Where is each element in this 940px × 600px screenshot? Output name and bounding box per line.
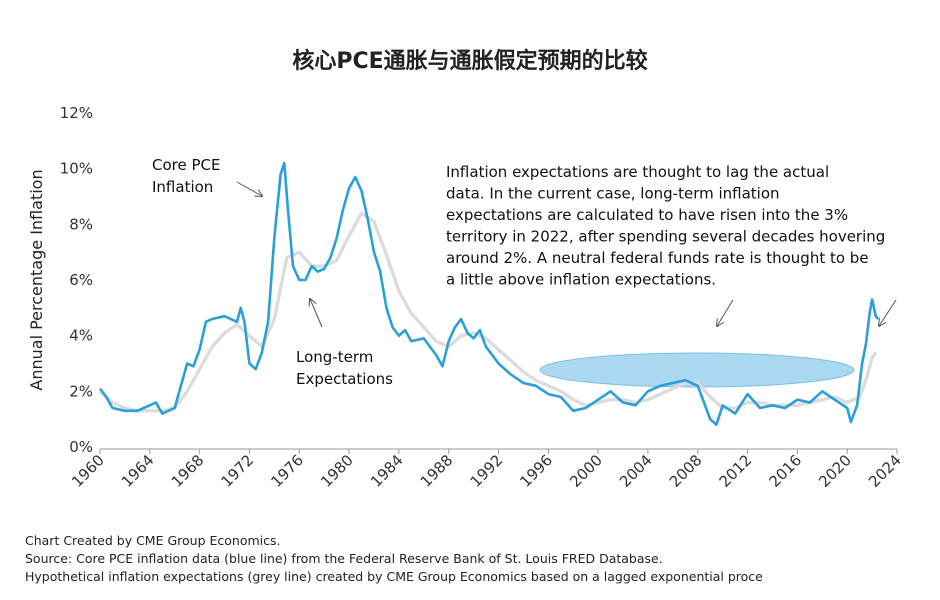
footer: Hypothetical inflation expectations (gre…	[25, 569, 763, 584]
annotation: data. In the current case, long-term inf…	[446, 185, 780, 203]
annotation: Core PCE	[152, 156, 220, 174]
annotation: Inflation expectations are thought to la…	[446, 163, 829, 181]
x-tick-label: 2000	[566, 451, 606, 491]
y-tick-label: 10%	[60, 160, 93, 178]
x-tick-label: 1996	[516, 451, 556, 491]
x-tick-label: 2012	[716, 451, 756, 491]
x-tick-label: 2024	[865, 451, 905, 491]
y-tick-label: 0%	[69, 438, 93, 456]
y-tick-label: 12%	[60, 104, 93, 122]
x-tick-label: 1964	[118, 451, 158, 491]
arrow	[879, 299, 897, 326]
y-axis-label: Annual Percentage Inflation	[27, 169, 46, 390]
arrow	[310, 299, 323, 328]
x-tick-label: 1980	[317, 451, 357, 491]
x-tick-label: 2008	[666, 451, 706, 491]
x-tick-label: 1976	[267, 451, 307, 491]
chart-title: 核心PCE通胀与通胀假定预期的比较	[292, 48, 647, 74]
annotation: Inflation	[152, 178, 213, 196]
footer: Source: Core PCE inflation data (blue li…	[25, 551, 663, 566]
x-tick-label: 1992	[467, 451, 507, 491]
y-tick-label: 8%	[69, 215, 93, 233]
annotation: a little above inflation expectations.	[446, 271, 716, 289]
x-tick-label: 2020	[815, 451, 855, 491]
x-tick-label: 2004	[616, 451, 656, 491]
x-tick-label: 1972	[218, 451, 258, 491]
annotation: around 2%. A neutral federal funds rate …	[446, 249, 869, 267]
x-tick-label: 1968	[168, 451, 208, 491]
arrow	[236, 181, 262, 196]
annotation: Long-term	[296, 348, 373, 366]
y-tick-label: 4%	[69, 327, 93, 345]
x-tick-label: 2016	[765, 451, 805, 491]
footer: Chart Created by CME Group Economics.	[25, 533, 280, 548]
series-line	[98, 211, 878, 413]
annotation: expectations are calculated to have rise…	[446, 206, 848, 224]
annotations: Core PCE Inflation Long-term Expectations In…	[152, 156, 885, 388]
y-tick-label: 6%	[69, 271, 93, 289]
x-tick-label: 1988	[417, 451, 457, 491]
annotation: territory in 2022, after spending severa…	[446, 228, 885, 246]
x-tick-label: 1984	[367, 451, 407, 491]
annotation: Expectations	[296, 370, 393, 388]
arrow	[717, 299, 734, 326]
series-line	[98, 161, 880, 426]
y-tick-label: 2%	[69, 382, 93, 400]
x-tick-label: 1960	[68, 451, 108, 491]
